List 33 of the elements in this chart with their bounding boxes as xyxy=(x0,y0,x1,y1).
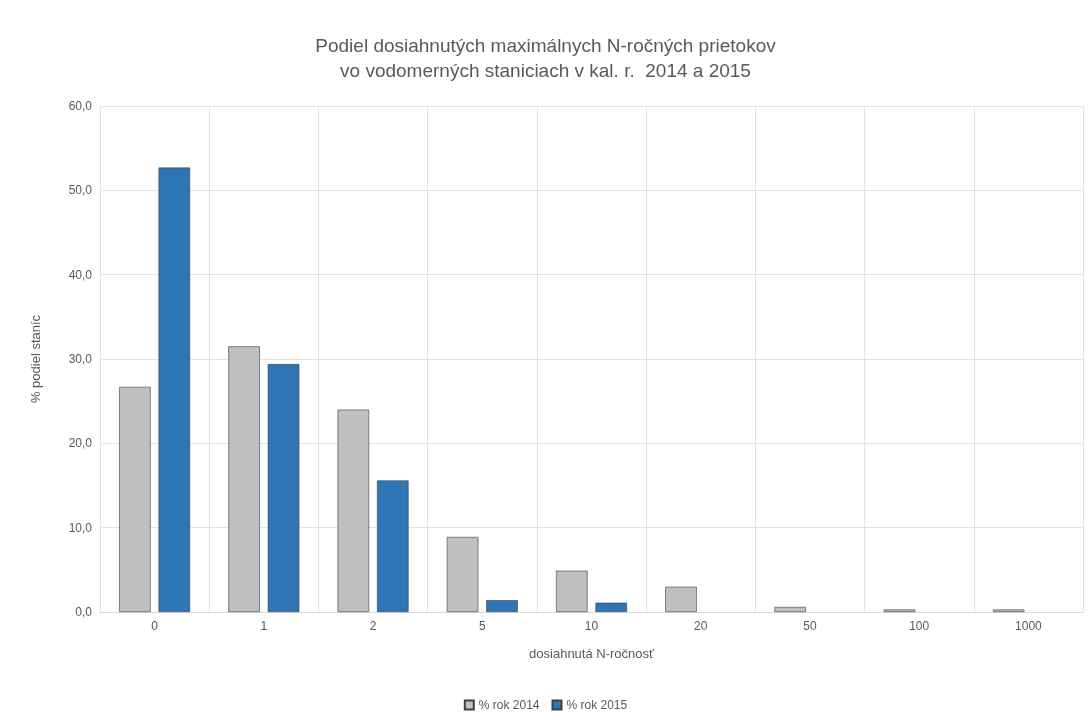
bar xyxy=(665,586,697,612)
x-tick-label: 10 xyxy=(584,619,599,633)
bar xyxy=(377,480,409,612)
y-tick-label: 20,0 xyxy=(68,436,93,451)
y-tick-label: 30,0 xyxy=(68,352,93,366)
bar xyxy=(158,167,191,612)
bar xyxy=(119,386,151,612)
y-tick-label: 60,0 xyxy=(68,99,93,113)
bar xyxy=(228,346,260,612)
bar xyxy=(486,600,518,612)
x-tick-label: 100 xyxy=(909,619,930,633)
bar xyxy=(446,536,479,612)
bar xyxy=(267,364,300,612)
x-tick-label: 2 xyxy=(369,619,377,633)
y-tick-label: 40,0 xyxy=(68,267,93,282)
x-tick-label: 20 xyxy=(694,619,708,633)
y-tick-label: 50,0 xyxy=(68,183,93,198)
y-tick-label: 0,0 xyxy=(75,605,93,619)
y-tick-label: 10,0 xyxy=(68,520,93,535)
x-axis-title: dosiahnutá N-ročnosť xyxy=(529,646,655,661)
bar xyxy=(337,409,370,612)
x-tick-label: 1 xyxy=(260,619,268,633)
x-tick-label: 5 xyxy=(478,619,486,633)
x-tick-label: 50 xyxy=(803,619,817,633)
bar xyxy=(774,606,806,612)
y-axis-title: % podiel staníc xyxy=(28,314,43,404)
legend-label: % rok 2015 xyxy=(566,698,628,712)
x-tick-label: 1000 xyxy=(1015,619,1043,633)
legend-label: % rok 2014 xyxy=(478,698,540,712)
x-tick-label: 0 xyxy=(151,619,159,633)
bar xyxy=(595,602,627,612)
bar xyxy=(556,570,588,612)
chart-title: Podiel dosiahnutých maximálnych N-ročných prietokov vo vodomerných staniciach v kal. r. 2014 a 2015 xyxy=(315,35,777,81)
